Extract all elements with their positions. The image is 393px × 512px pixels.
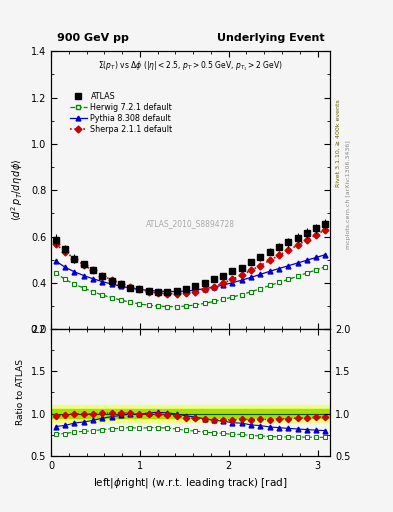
Text: Underlying Event: Underlying Event <box>217 33 325 43</box>
Text: $\Sigma(p_T)$ vs $\Delta\phi$ ($|\eta| < 2.5$, $p_T > 0.5$ GeV, $p_{T_1} > 2$ Ge: $\Sigma(p_T)$ vs $\Delta\phi$ ($|\eta| <… <box>98 59 283 73</box>
Text: mcplots.cern.ch [arXiv:1306.3436]: mcplots.cern.ch [arXiv:1306.3436] <box>346 140 351 249</box>
Text: 900 GeV pp: 900 GeV pp <box>57 33 129 43</box>
Y-axis label: $\langle d^2\,p_T/d\eta\,d\phi\rangle$: $\langle d^2\,p_T/d\eta\,d\phi\rangle$ <box>9 159 25 222</box>
Bar <box>51 405 330 422</box>
Bar <box>51 409 330 418</box>
Y-axis label: Ratio to ATLAS: Ratio to ATLAS <box>16 359 25 425</box>
Text: Rivet 3.1.10, ≥ 400k events: Rivet 3.1.10, ≥ 400k events <box>336 99 341 187</box>
Legend: ATLAS, Herwig 7.2.1 default, Pythia 8.308 default, Sherpa 2.1.1 default: ATLAS, Herwig 7.2.1 default, Pythia 8.30… <box>66 89 176 137</box>
X-axis label: left$|\phi$right$|$ (w.r.t. leading track) [rad]: left$|\phi$right$|$ (w.r.t. leading trac… <box>94 476 288 490</box>
Text: ATLAS_2010_S8894728: ATLAS_2010_S8894728 <box>146 219 235 228</box>
